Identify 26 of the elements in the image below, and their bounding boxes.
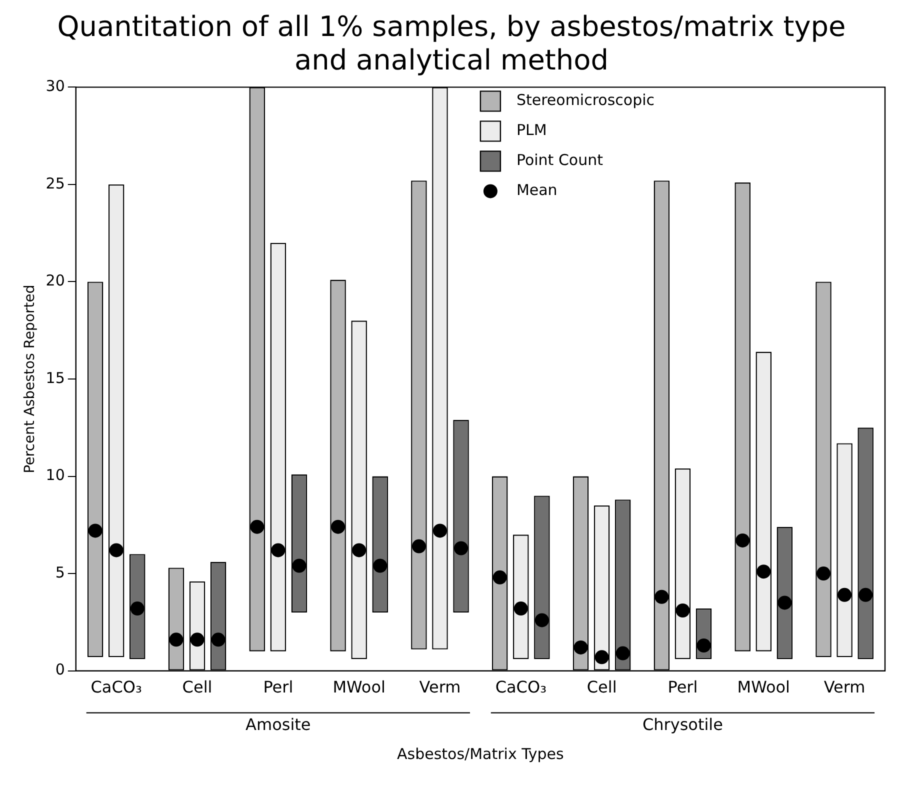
y-tick-label: 15 [46, 368, 65, 387]
legend-label: Point Count [516, 151, 604, 170]
x-tick-label: MWool [332, 678, 386, 697]
y-tick-label: 10 [46, 466, 65, 484]
legend-label: Mean [516, 181, 558, 200]
x-tick-label: Cell [586, 678, 617, 697]
y-tick-label: 30 [46, 77, 65, 96]
x-tick-label: Cell [182, 678, 212, 697]
y-tick-label: 20 [46, 272, 65, 290]
y-tick-label: 5 [55, 563, 65, 582]
y-tick-label: 0 [55, 660, 65, 679]
x-tick-label: Perl [668, 678, 698, 697]
text: Chrysotile [642, 714, 723, 734]
x-axis-title: Asbestos/Matrix Types [397, 744, 564, 763]
legend-label: Stereomicroscopic [516, 91, 655, 110]
y-axis-title: Percent Asbestos Reported [22, 284, 38, 474]
x-tick-label: Verm [824, 678, 866, 697]
x-tick-label: CaCO₃ [90, 678, 142, 697]
y-tick-label: 25 [46, 174, 65, 192]
x-tick-label: Verm [419, 678, 461, 697]
x-tick-label: Perl [263, 678, 294, 697]
chart-title: Quantitation of all 1% samples, by asbestos/matrix type and analytical method [57, 10, 846, 77]
x-tick-label: MWool [737, 678, 790, 697]
legend-label: PLM [516, 121, 547, 140]
x-tick-label: CaCO₃ [495, 678, 546, 697]
text: Amosite [246, 714, 311, 734]
